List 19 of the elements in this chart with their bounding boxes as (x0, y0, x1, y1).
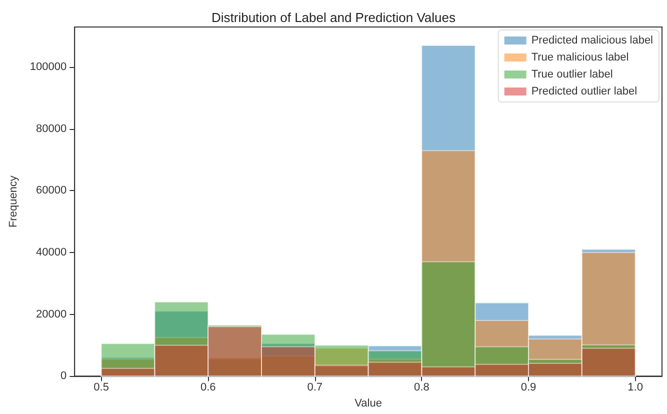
y-tick-label: 0 (60, 370, 67, 382)
y-tick-label: 20000 (36, 308, 67, 320)
legend-label: Predicted malicious label (531, 34, 653, 46)
legend-label: True outlier label (531, 68, 613, 80)
y-tick-label: 100000 (30, 61, 67, 74)
x-tick-label: 0.5 (94, 382, 109, 394)
x-tick-label: 0.6 (200, 382, 216, 394)
y-axis-title: Frequency (8, 175, 20, 228)
x-tick-label: 1.0 (628, 382, 643, 394)
x-axis-title: Value (354, 398, 382, 410)
y-tick-label: 80000 (36, 122, 67, 135)
x-tick-label: 0.7 (307, 382, 323, 394)
y-tick-label: 40000 (36, 246, 67, 259)
legend-label: True malicious label (531, 52, 629, 64)
x-tick-label: 0.9 (520, 382, 536, 394)
legend-label: Predicted outlier label (531, 86, 638, 98)
x-tick-label: 0.8 (414, 382, 430, 394)
chart-title: Distribution of Label and Prediction Values (211, 10, 456, 25)
y-tick-label: 60000 (36, 184, 67, 197)
